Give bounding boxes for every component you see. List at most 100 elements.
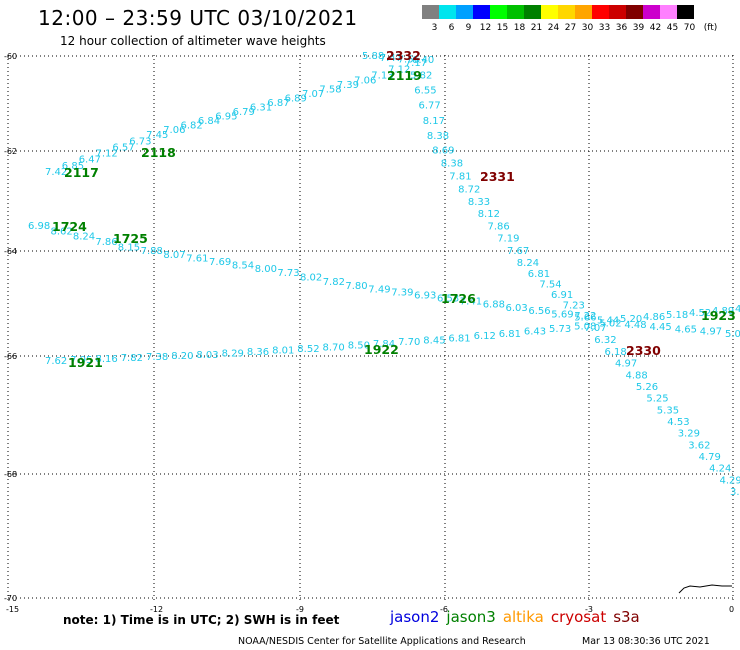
latitude-tick: -70 xyxy=(4,594,17,603)
swh-value: 7.13 xyxy=(371,71,393,82)
swh-value: 7.23 xyxy=(563,301,585,312)
swh-value: 4.24 xyxy=(709,464,731,475)
swh-value: 7.49 xyxy=(368,284,390,295)
swh-value: 6.79 xyxy=(233,107,255,118)
swh-value: 7.45 xyxy=(146,130,168,141)
swh-value: 7.39 xyxy=(391,287,413,298)
swh-value: 7.07 xyxy=(302,89,324,100)
swh-value: 6.85 xyxy=(62,161,84,172)
swh-value: 6.98 xyxy=(28,221,50,232)
swh-value: 6.82 xyxy=(181,120,203,131)
page-title: 12:00 – 23:59 UTC 03/10/2021 xyxy=(38,6,358,30)
swh-value: 7.12 xyxy=(388,64,410,75)
scale-swatch xyxy=(524,5,541,19)
swh-value: 7.82 xyxy=(323,277,345,288)
scale-label: 24 xyxy=(547,23,560,33)
pass-time-tag: 2118 xyxy=(141,145,176,160)
swh-value: 7.42 xyxy=(45,167,67,178)
swh-value: 8.17 xyxy=(423,116,445,127)
swh-value: 6.32 xyxy=(594,335,616,346)
wave-height-color-scale: 3 6 9 12 15 18 21 24 27 30 33 36 39 42 45 70 (ft) xyxy=(422,5,728,41)
swh-value: 5.02 xyxy=(599,319,621,330)
scale-label: 36 xyxy=(615,23,628,33)
pass-time-tag: 1724 xyxy=(52,219,87,234)
scale-label: 21 xyxy=(530,23,543,33)
latitude-tick: -62 xyxy=(4,147,17,156)
swh-value: 7.54 xyxy=(539,280,561,291)
scale-swatch xyxy=(660,5,677,19)
page-subtitle: 12 hour collection of altimeter wave hei… xyxy=(60,34,326,48)
swh-value: 8.15 xyxy=(118,243,140,254)
scale-unit: (ft) xyxy=(703,23,718,33)
swh-value: 7.19 xyxy=(497,234,519,245)
scale-label: 27 xyxy=(564,23,577,33)
swh-value: 7.70 xyxy=(398,337,420,348)
satellite-legend-item: jason3 xyxy=(446,608,496,626)
swh-observations: 5.887.477.567.177.127.137.067.397.587.07… xyxy=(28,51,740,498)
longitude-tick: -6 xyxy=(440,605,448,614)
swh-value: 6.93 xyxy=(414,290,436,301)
swh-value: 6.91 xyxy=(551,290,573,301)
pass-time-tag: 2332 xyxy=(386,48,421,63)
swh-value: 4.53 xyxy=(667,417,689,428)
swh-value: 7.62 xyxy=(45,356,67,367)
swh-value: 7.56 xyxy=(398,55,420,66)
scale-swatch xyxy=(541,5,558,19)
scale-swatch xyxy=(507,5,524,19)
swh-value: 7.12 xyxy=(96,149,118,160)
swh-value: 5.44 xyxy=(597,316,619,327)
swh-value: 7.06 xyxy=(163,125,185,136)
scale-swatch xyxy=(439,5,456,19)
swh-value: 8.24 xyxy=(73,232,95,243)
scale-swatch xyxy=(422,5,439,19)
scale-swatch xyxy=(490,5,507,19)
swh-value: 8.07 xyxy=(163,250,185,261)
swh-value: 7.81 xyxy=(449,172,471,183)
swh-value: 7.06 xyxy=(354,76,376,87)
swh-value: 4.79 xyxy=(699,452,721,463)
scale-swatch xyxy=(558,5,575,19)
swh-value: 8.02 xyxy=(300,273,322,284)
latitude-tick: -68 xyxy=(4,470,17,479)
swh-value: 4.65 xyxy=(675,324,697,335)
swh-value: 8.16 xyxy=(96,354,118,365)
scale-label: 15 xyxy=(496,23,509,33)
credit-line: NOAA/NESDIS Center for Satellite Applica… xyxy=(238,636,526,647)
longitude-tick: -9 xyxy=(296,605,304,614)
scale-swatch xyxy=(626,5,643,19)
scale-label: 70 xyxy=(683,23,696,33)
scale-label: 39 xyxy=(632,23,645,33)
swh-value: 7.73 xyxy=(277,268,299,279)
swh-value: 8.54 xyxy=(232,260,254,271)
scale-swatch xyxy=(609,5,626,19)
scale-label: 30 xyxy=(581,23,594,33)
swh-value: 6.89 xyxy=(285,93,307,104)
swh-value: 4.86 xyxy=(643,312,665,323)
swh-value: 5.73 xyxy=(549,324,571,335)
swh-value: 6.77 xyxy=(419,101,441,112)
scale-label: 9 xyxy=(465,23,472,33)
swh-value: 8.72 xyxy=(458,185,480,196)
scale-label: 33 xyxy=(598,23,611,33)
latitude-tick: -64 xyxy=(4,247,17,256)
swh-value: 3.29 xyxy=(678,429,700,440)
scale-label: 12 xyxy=(479,23,492,33)
swh-value: 6.53 xyxy=(437,293,459,304)
scale-swatch xyxy=(677,5,694,19)
scale-label: 3 xyxy=(431,23,438,33)
scale-swatch xyxy=(643,5,660,19)
scale-label: 18 xyxy=(513,23,526,33)
swh-value: 8.50 xyxy=(348,341,370,352)
latitude-tick: -66 xyxy=(4,352,17,361)
scale-swatch xyxy=(592,5,609,19)
swh-value: 8.38 xyxy=(441,159,463,170)
pass-time-tag: 1923 xyxy=(701,308,736,323)
scale-label: 6 xyxy=(448,23,455,33)
satellite-legend-item: jason2 xyxy=(390,608,440,626)
swh-value: 7.82 xyxy=(121,353,143,364)
swh-value: 6.18 xyxy=(605,347,627,358)
swh-value: 4.88 xyxy=(626,370,648,381)
swh-value: 4.89 xyxy=(712,306,734,317)
swh-value: 7.84 xyxy=(373,339,395,350)
